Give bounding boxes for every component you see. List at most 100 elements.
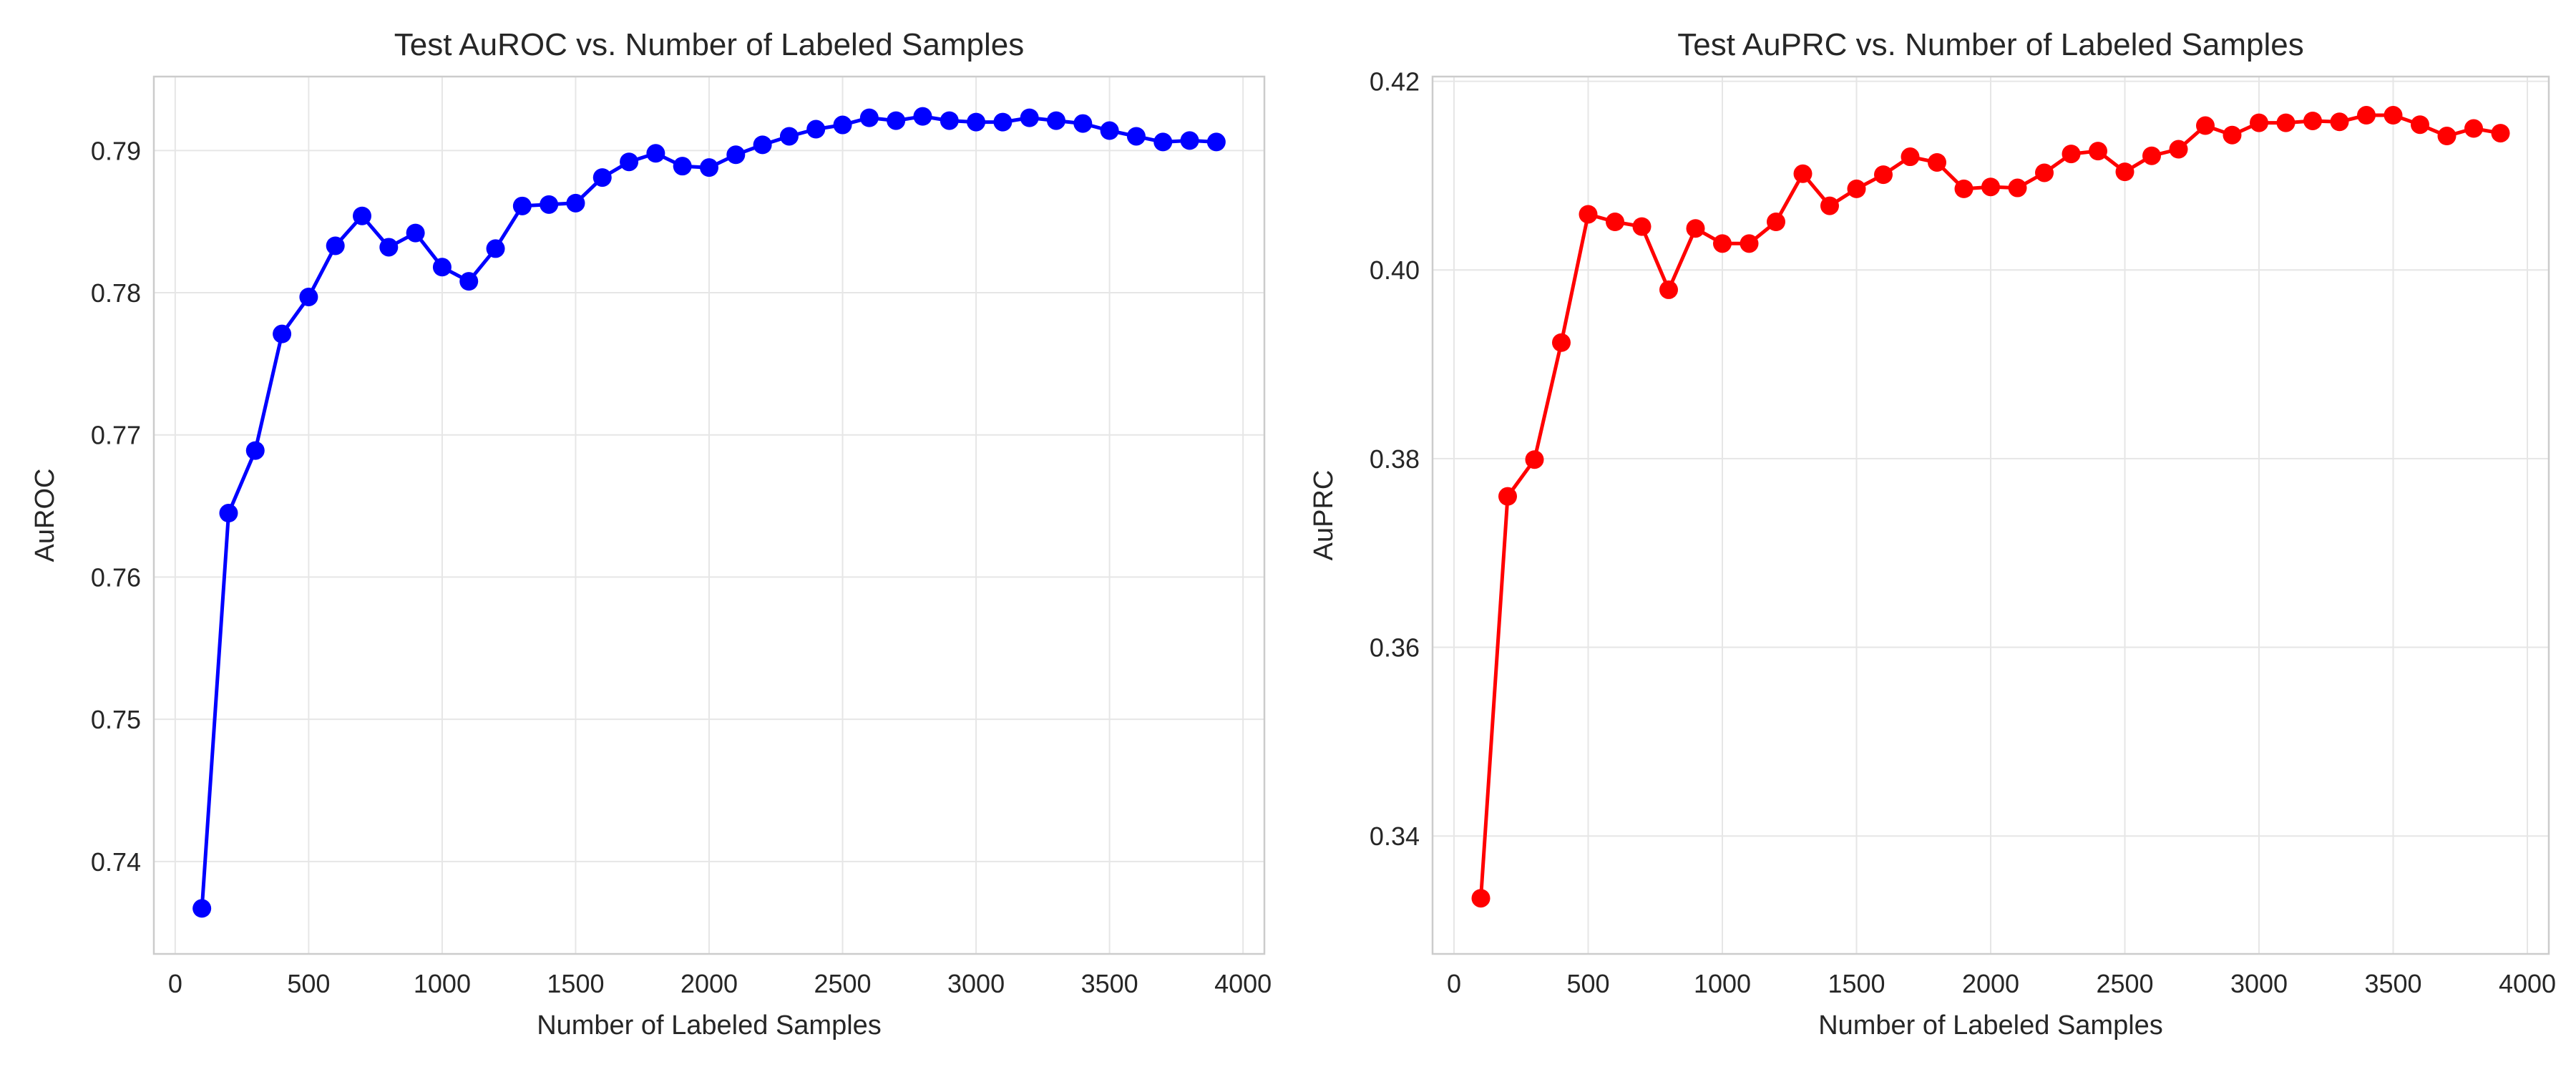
- data-point: [726, 145, 746, 165]
- data-point: [1686, 219, 1705, 238]
- data-point: [859, 108, 879, 127]
- data-point: [673, 157, 692, 176]
- x-tick-label: 4000: [2499, 969, 2556, 998]
- data-point: [2062, 145, 2081, 164]
- y-tick-label: 0.40: [1370, 255, 1420, 285]
- x-tick-label: 4000: [1214, 969, 1272, 998]
- x-tick-label: 2500: [2096, 969, 2153, 998]
- x-axis-label: Number of Labeled Samples: [1818, 1010, 2163, 1041]
- x-tick-label: 3500: [1081, 969, 1138, 998]
- data-point: [1659, 280, 1678, 299]
- data-point: [273, 324, 292, 343]
- data-point: [1180, 131, 1199, 150]
- data-point: [1498, 487, 1517, 506]
- x-tick-label: 0: [1447, 969, 1461, 998]
- data-point: [1153, 132, 1173, 152]
- x-tick-label: 1500: [547, 969, 604, 998]
- data-point: [887, 111, 906, 130]
- y-tick-label: 0.36: [1370, 633, 1420, 663]
- chart-panel-2: 0 500 1000 1500 2000 2500 3000 3500 4000 0.34 0.36…: [1309, 27, 2556, 1041]
- data-point: [2250, 113, 2268, 132]
- x-axis-label: Number of Labeled Samples: [537, 1010, 882, 1041]
- data-point: [2089, 142, 2107, 161]
- y-tick-label: 0.79: [91, 136, 141, 165]
- y-tick-label: 0.77: [91, 421, 141, 450]
- data-point: [833, 115, 852, 135]
- x-tick-label: 0: [168, 969, 182, 998]
- data-point: [459, 272, 479, 291]
- data-point: [2035, 163, 2054, 182]
- data-point: [620, 152, 639, 172]
- data-point: [967, 112, 986, 132]
- data-point: [1525, 450, 1544, 469]
- x-tick-label: 1000: [1694, 969, 1751, 998]
- data-point: [1632, 217, 1652, 236]
- data-point: [219, 504, 238, 523]
- data-point: [700, 158, 718, 177]
- x-tick-label: 2000: [680, 969, 738, 998]
- chart-panel-1: 0 500 1000 1500 2000 2500 3000 3500 4000 0.74 0.75…: [30, 27, 1272, 1041]
- data-point: [1820, 196, 1839, 215]
- data-point: [2115, 162, 2135, 182]
- x-tick-label: 3000: [2230, 969, 2288, 998]
- x-tick-label: 2000: [1962, 969, 2019, 998]
- data-point: [2303, 111, 2322, 130]
- x-tick-label: 500: [1566, 969, 1609, 998]
- y-tick-label: 0.76: [91, 562, 141, 592]
- data-point: [2491, 124, 2510, 143]
- data-point: [806, 120, 826, 139]
- data-point: [2437, 127, 2457, 146]
- data-point: [1713, 234, 1732, 253]
- data-point: [2008, 178, 2027, 198]
- data-point: [1073, 114, 1093, 133]
- data-point: [1126, 127, 1146, 146]
- data-point: [192, 899, 212, 918]
- x-tick-label: 1000: [414, 969, 471, 998]
- data-point: [512, 196, 532, 215]
- data-point: [2464, 119, 2483, 138]
- y-tick-label: 0.34: [1370, 822, 1420, 851]
- y-axis-label: AuROC: [30, 469, 60, 562]
- x-tick-label: 3500: [2364, 969, 2421, 998]
- x-tick-label: 1500: [1828, 969, 1885, 998]
- data-point: [1928, 152, 1946, 172]
- data-point: [1901, 147, 1920, 167]
- y-tick-label: 0.75: [91, 705, 141, 734]
- data-point: [1579, 205, 1598, 224]
- data-point: [592, 168, 612, 187]
- data-point: [486, 239, 505, 258]
- data-point: [1471, 889, 1491, 908]
- data-point: [1020, 108, 1039, 127]
- data-point: [1767, 213, 1785, 232]
- y-tick-label: 0.42: [1370, 67, 1420, 97]
- chart-title: Test AuPRC vs. Number of Labeled Samples: [1677, 27, 2304, 62]
- data-point: [326, 236, 345, 255]
- data-point: [1206, 132, 1226, 152]
- data-point: [1047, 111, 1065, 130]
- x-tick-label: 3000: [947, 969, 1005, 998]
- data-point: [646, 144, 665, 163]
- y-tick-label: 0.38: [1370, 444, 1420, 474]
- data-point: [1606, 213, 1624, 232]
- data-point: [940, 111, 959, 130]
- data-point: [540, 195, 559, 214]
- plot-frame: [152, 75, 1266, 955]
- data-point: [913, 107, 932, 126]
- data-point: [2330, 112, 2349, 132]
- x-tick-label: 500: [287, 969, 330, 998]
- y-tick-label: 0.74: [91, 847, 141, 877]
- data-point: [2357, 106, 2376, 125]
- data-point: [2223, 125, 2242, 145]
- data-point: [1847, 179, 1866, 198]
- data-point: [566, 193, 585, 213]
- data-point: [406, 223, 425, 243]
- chart-title: Test AuROC vs. Number of Labeled Samples: [394, 27, 1024, 62]
- data-point: [2276, 113, 2296, 132]
- y-axis-label: AuPRC: [1309, 470, 1339, 561]
- data-point: [2142, 146, 2161, 165]
- data-point: [1981, 177, 2000, 197]
- data-point: [753, 135, 772, 155]
- data-point: [1100, 121, 1119, 140]
- data-point: [1874, 165, 1893, 185]
